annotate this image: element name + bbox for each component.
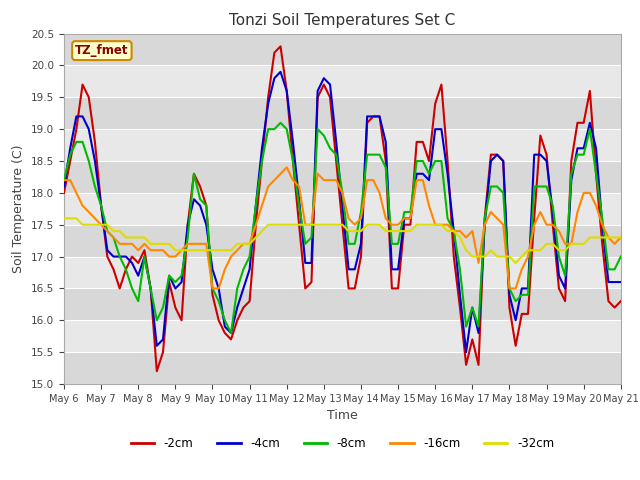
Bar [64,34,621,65]
Bar [64,193,621,225]
X-axis label: Time: Time [327,409,358,422]
Bar [64,288,621,320]
Bar [64,97,621,129]
Bar [64,320,621,352]
Title: Tonzi Soil Temperatures Set C: Tonzi Soil Temperatures Set C [229,13,456,28]
Text: TZ_fmet: TZ_fmet [75,44,129,57]
Bar [64,257,621,288]
Y-axis label: Soil Temperature (C): Soil Temperature (C) [12,144,26,273]
Bar [64,225,621,257]
Bar [64,65,621,97]
Bar [64,161,621,193]
Bar [64,352,621,384]
Legend: -2cm, -4cm, -8cm, -16cm, -32cm: -2cm, -4cm, -8cm, -16cm, -32cm [126,433,559,455]
Bar [64,129,621,161]
